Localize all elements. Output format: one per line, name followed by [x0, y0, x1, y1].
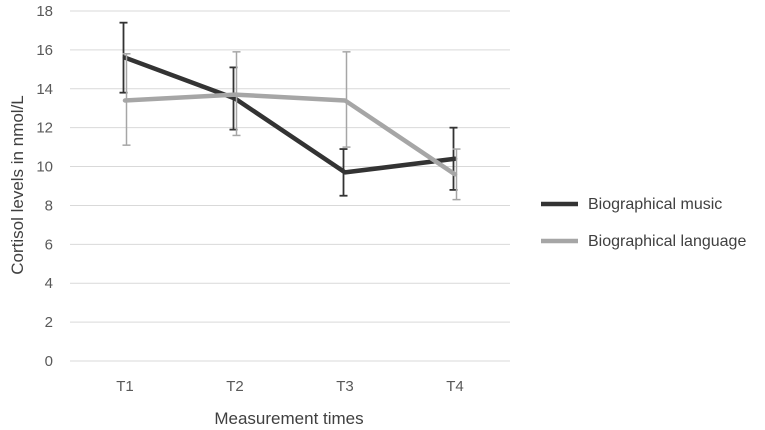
- x-tick-label: T3: [336, 378, 354, 395]
- y-tick-label: 2: [45, 314, 53, 331]
- y-axis-title: Cortisol levels in nmol/L: [8, 95, 27, 275]
- series-layer: [119, 21, 461, 201]
- legend-label: Biographical language: [588, 233, 746, 250]
- y-tick-label: 0: [45, 353, 53, 370]
- y-tick-label: 18: [36, 3, 53, 20]
- gridlines: [70, 10, 510, 362]
- legend: Biographical music Biographical language: [541, 196, 746, 250]
- legend-item: Biographical language: [541, 233, 746, 250]
- legend-item: Biographical music: [541, 196, 722, 213]
- series-line: [122, 55, 458, 175]
- y-tick-label: 8: [45, 197, 53, 214]
- y-tick-label: 6: [45, 236, 53, 253]
- y-tick-label: 4: [45, 275, 53, 292]
- series-0: [119, 21, 458, 197]
- y-tick-label: 10: [36, 159, 53, 176]
- y-tick-label: 12: [36, 120, 53, 137]
- y-tick-labels: 0 2 4 6 8 10 12 14 16 18: [36, 3, 53, 370]
- x-tick-label: T2: [226, 378, 244, 395]
- y-tick-label: 16: [36, 42, 53, 59]
- x-tick-label: T4: [446, 378, 464, 395]
- x-axis-title: Measurement times: [214, 409, 363, 428]
- y-tick-label: 14: [36, 81, 53, 98]
- x-tick-labels: T1 T2 T3 T4: [116, 378, 464, 395]
- series-1: [122, 51, 461, 201]
- series-line: [122, 92, 458, 177]
- legend-label: Biographical music: [588, 196, 722, 213]
- x-tick-label: T1: [116, 378, 134, 395]
